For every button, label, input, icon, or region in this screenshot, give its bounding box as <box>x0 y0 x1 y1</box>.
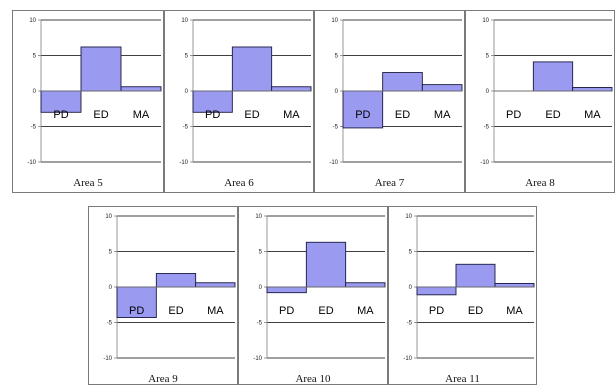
y-tick-label: -10 <box>403 356 412 362</box>
bar <box>455 263 496 288</box>
chart-svg: 10 5 0 -5 -10 PD ED MA <box>253 214 386 362</box>
chart-panel: 10 5 0 -5 -10 PD ED MA Area 8 <box>465 10 615 193</box>
y-tick-label: -5 <box>107 321 113 327</box>
chart-panel: 10 5 0 -5 -10 PD ED MA Area 6 <box>164 10 314 193</box>
y-tick-label: -5 <box>484 125 490 131</box>
bar <box>532 61 574 92</box>
bar <box>195 282 236 288</box>
bar <box>271 86 312 92</box>
category-label: MA <box>506 305 523 317</box>
y-tick-label: 10 <box>181 18 188 24</box>
y-tick-label: -10 <box>253 356 262 362</box>
bar <box>572 86 613 92</box>
bar <box>345 282 386 288</box>
bar <box>120 86 162 92</box>
category-label: MA <box>357 305 374 317</box>
category-label: PD <box>129 305 144 317</box>
bar <box>231 46 273 92</box>
y-tick-label: 10 <box>405 214 412 220</box>
bar <box>266 286 307 294</box>
chart-svg: 10 5 0 -5 -10 PD ED MA <box>27 18 162 166</box>
y-tick-label: -5 <box>407 321 413 327</box>
y-tick-label: -5 <box>31 125 37 131</box>
chart-svg: 10 5 0 -5 -10 PD ED MA <box>329 18 463 166</box>
y-tick-label: 5 <box>33 54 37 60</box>
y-tick-label: 5 <box>109 250 113 256</box>
y-tick-label: -10 <box>480 160 489 166</box>
y-tick-label: -10 <box>103 356 112 362</box>
category-label: PD <box>279 305 294 317</box>
category-label: MA <box>434 109 451 121</box>
y-tick-label: 0 <box>259 285 263 291</box>
y-tick-label: -10 <box>329 160 338 166</box>
y-tick-label: -5 <box>333 125 339 131</box>
category-label: ED <box>318 305 333 317</box>
bar <box>382 72 423 92</box>
category-label: PD <box>429 305 444 317</box>
chart-panel: 10 5 0 -5 -10 PD ED MA Area 7 <box>314 10 465 193</box>
category-label: ED <box>395 109 410 121</box>
chart-caption: Area 7 <box>374 177 405 189</box>
chart-panel: 10 5 0 -5 -10 PD ED MA Area 11 <box>388 206 537 385</box>
y-tick-label: 5 <box>486 54 490 60</box>
y-tick-label: 0 <box>33 89 37 95</box>
category-label: ED <box>545 109 560 121</box>
chart-svg: 10 5 0 -5 -10 PD ED MA <box>103 214 236 362</box>
y-tick-label: 5 <box>409 250 413 256</box>
chart-svg: 10 5 0 -5 -10 PD ED MA <box>179 18 312 166</box>
chart-caption: Area 5 <box>73 177 103 189</box>
chart-panel: 10 5 0 -5 -10 PD ED MA Area 10 <box>238 206 388 385</box>
category-label: PD <box>506 109 521 121</box>
category-label: ED <box>93 109 108 121</box>
category-label: MA <box>584 109 601 121</box>
y-tick-label: 0 <box>409 285 413 291</box>
bar <box>421 84 463 92</box>
category-label: PD <box>355 109 370 121</box>
chart-caption: Area 8 <box>525 177 555 189</box>
y-tick-label: 10 <box>482 18 489 24</box>
chart-caption: Area 10 <box>295 373 331 385</box>
chart-svg: 10 5 0 -5 -10 PD ED MA <box>403 214 535 362</box>
y-tick-label: 5 <box>185 54 189 60</box>
y-tick-label: 10 <box>105 214 112 220</box>
bar <box>494 282 535 288</box>
y-tick-label: -10 <box>179 160 188 166</box>
chart-caption: Area 6 <box>224 177 254 189</box>
y-tick-label: 10 <box>331 18 338 24</box>
chart-caption: Area 11 <box>445 373 480 385</box>
bar <box>416 286 457 296</box>
y-tick-label: 0 <box>185 89 189 95</box>
y-tick-label: 0 <box>109 285 113 291</box>
category-label: MA <box>207 305 224 317</box>
y-tick-label: 0 <box>486 89 490 95</box>
y-tick-label: -5 <box>183 125 189 131</box>
category-label: MA <box>283 109 300 121</box>
category-label: ED <box>168 305 183 317</box>
chart-caption: Area 9 <box>148 373 178 385</box>
bar <box>342 90 384 129</box>
category-label: PD <box>53 109 68 121</box>
chart-panel: 10 5 0 -5 -10 PD ED MA Area 5 <box>12 10 164 193</box>
y-tick-label: -10 <box>27 160 36 166</box>
bar <box>80 46 122 92</box>
y-tick-label: 10 <box>29 18 36 24</box>
bar <box>305 241 347 288</box>
y-tick-label: 0 <box>335 89 339 95</box>
y-tick-label: 5 <box>259 250 263 256</box>
chart-panel: 10 5 0 -5 -10 PD ED MA Area 9 <box>88 206 238 385</box>
y-tick-label: 10 <box>255 214 262 220</box>
category-label: ED <box>468 305 483 317</box>
bar <box>155 273 197 288</box>
category-label: PD <box>205 109 220 121</box>
category-label: MA <box>133 109 150 121</box>
y-tick-label: 5 <box>335 54 339 60</box>
y-tick-label: -5 <box>257 321 263 327</box>
category-label: ED <box>244 109 259 121</box>
chart-svg: 10 5 0 -5 -10 PD ED MA <box>480 18 613 166</box>
